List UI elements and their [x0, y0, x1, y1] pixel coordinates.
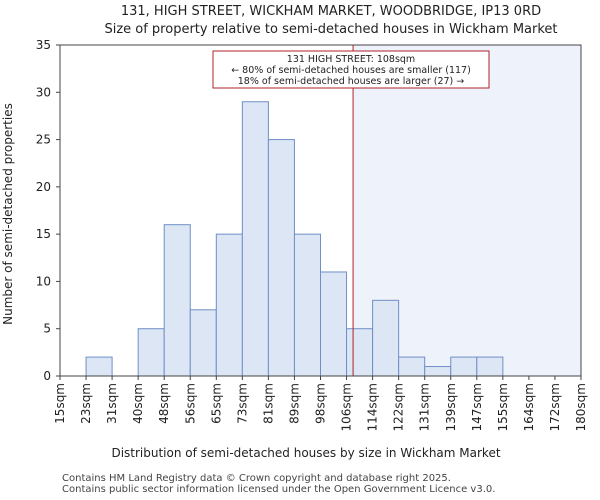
y-tick-label: 15: [36, 227, 51, 241]
footer-line-2: Contains public sector information licen…: [62, 484, 496, 495]
footer-line-1: Contains HM Land Registry data © Crown c…: [62, 473, 451, 484]
annotation-line-1: 131 HIGH STREET: 108sqm: [287, 54, 415, 65]
x-tick-label: 81sqm: [261, 383, 275, 424]
x-tick-label: 139sqm: [444, 383, 458, 431]
x-axis-label: Distribution of semi-detached houses by …: [111, 446, 500, 460]
x-tick-label: 114sqm: [366, 383, 380, 431]
chart-subtitle: Size of property relative to semi-detach…: [104, 22, 557, 37]
x-tick-label: 172sqm: [548, 383, 562, 431]
bar: [450, 356, 478, 377]
y-tick-label: 5: [43, 322, 51, 336]
x-tick-label: 180sqm: [574, 383, 588, 431]
y-tick-label: 25: [36, 133, 51, 147]
x-tick-label: 31sqm: [105, 383, 119, 424]
y-tick-label: 35: [36, 38, 51, 52]
x-tick-label: 73sqm: [235, 383, 249, 424]
x-tick-label: 15sqm: [53, 383, 67, 424]
bar: [372, 299, 400, 377]
histogram-chart: 131, HIGH STREET, WICKHAM MARKET, WOODBR…: [1, 4, 588, 460]
y-tick-label: 30: [36, 85, 51, 99]
bar: [398, 356, 426, 377]
bar: [163, 224, 191, 377]
x-tick-label: 40sqm: [131, 383, 145, 424]
bar: [346, 328, 374, 377]
chart-title: 131, HIGH STREET, WICKHAM MARKET, WOODBR…: [121, 4, 541, 19]
x-tick-label: 65sqm: [209, 383, 223, 424]
bar: [267, 139, 295, 377]
bar: [137, 328, 165, 377]
x-tick-label: 155sqm: [496, 383, 510, 431]
x-ticks-group: 15sqm 23sqm 31sqm 40sqm 48sqm 56sqm 65sqm 73sqm…: [53, 376, 588, 431]
annotation-line-3: 18% of semi-detached houses are larger (…: [238, 76, 465, 87]
y-ticks-group: 0 5 10 15 20 25 30 35: [36, 38, 60, 383]
x-tick-label: 98sqm: [314, 383, 328, 424]
annotation-box: 131 HIGH STREET: 108sqm ← 80% of semi-de…: [212, 50, 490, 89]
annotation-line-2: ← 80% of semi-detached houses are smalle…: [231, 65, 471, 76]
x-tick-label: 147sqm: [470, 383, 484, 431]
bar: [293, 233, 322, 377]
x-tick-label: 164sqm: [522, 383, 536, 431]
bar: [476, 356, 504, 377]
bars-group: [85, 101, 504, 377]
x-tick-label: 89sqm: [287, 383, 301, 424]
x-tick-label: 56sqm: [183, 383, 197, 424]
bar: [241, 101, 269, 377]
y-axis-label: Number of semi-detached properties: [1, 103, 15, 325]
bar: [424, 366, 452, 377]
x-tick-label: 48sqm: [157, 383, 171, 424]
bar: [85, 356, 113, 377]
annotation-border: [212, 50, 490, 89]
bar: [215, 233, 243, 377]
x-tick-label: 131sqm: [418, 383, 432, 431]
y-tick-label: 10: [36, 274, 51, 288]
x-tick-label: 106sqm: [340, 383, 354, 431]
y-tick-label: 20: [36, 180, 51, 194]
bar: [189, 309, 217, 377]
y-tick-label: 0: [43, 369, 51, 383]
x-tick-label: 23sqm: [79, 383, 93, 424]
x-tick-label: 122sqm: [392, 383, 406, 431]
bar: [320, 271, 348, 377]
